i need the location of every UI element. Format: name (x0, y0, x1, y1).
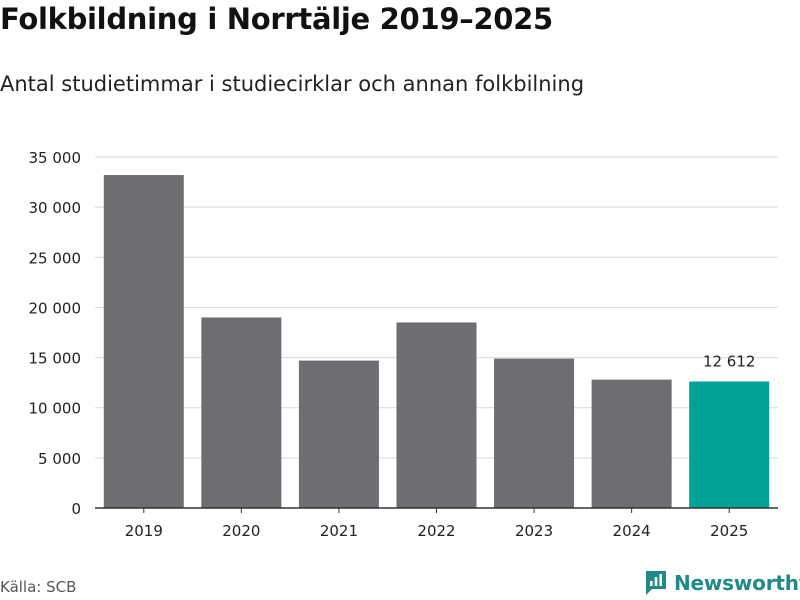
bar-2025 (689, 381, 770, 508)
x-tick-label: 2024 (613, 522, 651, 540)
chart-title: Folkbildning i Norrtälje 2019–2025 (0, 2, 553, 36)
chart-subtitle: Antal studietimmar i studiecirklar och a… (0, 72, 585, 96)
x-tick-label: 2020 (222, 522, 260, 540)
bar-2022 (396, 322, 477, 508)
y-tick-label: 10 000 (29, 400, 82, 418)
bar-2021 (298, 360, 379, 508)
y-tick-label: 25 000 (29, 249, 82, 267)
source-note: Källa: SCB (0, 578, 77, 596)
data-labels: 12 612 (703, 353, 756, 371)
y-tick-label: 5 000 (38, 450, 81, 468)
bars (103, 175, 770, 508)
x-tick-label: 2023 (515, 522, 553, 540)
brand-logo: Newsworthy (644, 568, 800, 598)
bar-2023 (494, 358, 575, 508)
bar-2019 (103, 175, 184, 508)
x-tick-label: 2022 (417, 522, 455, 540)
x-tick-label: 2025 (710, 522, 748, 540)
y-axis-tick-labels: 0 5 000 10 000 15 000 20 000 25 000 30 000 35 0… (29, 149, 82, 518)
y-tick-label: 30 000 (29, 199, 82, 217)
y-tick-label: 15 000 (29, 350, 82, 368)
bar-2020 (201, 317, 282, 508)
newsworthy-logo-icon (646, 571, 666, 595)
bar-2024 (591, 379, 672, 508)
brand-name: Newsworthy (674, 571, 800, 595)
y-tick-label: 20 000 (29, 299, 82, 317)
x-tick-label: 2021 (320, 522, 358, 540)
x-tick-label: 2019 (125, 522, 163, 540)
y-tick-label: 35 000 (29, 149, 82, 167)
x-axis-tick-labels: 2019 2020 2021 2022 2023 2024 2025 (125, 508, 748, 540)
y-tick-label: 0 (71, 500, 81, 518)
data-label: 12 612 (703, 353, 756, 371)
